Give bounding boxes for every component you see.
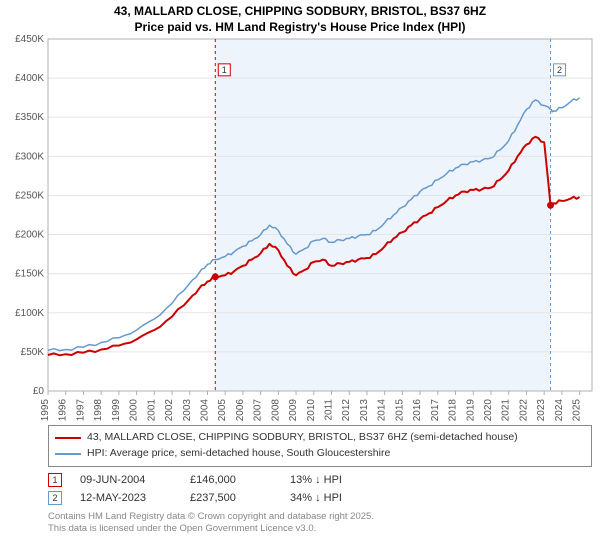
svg-text:2016: 2016 xyxy=(412,399,423,422)
svg-text:2004: 2004 xyxy=(199,399,210,422)
svg-text:2013: 2013 xyxy=(359,399,370,422)
marker-date: 09-JUN-2004 xyxy=(80,474,190,486)
credits-line1: Contains HM Land Registry data © Crown c… xyxy=(48,511,592,523)
marker-badge: 2 xyxy=(48,491,62,505)
svg-text:2024: 2024 xyxy=(554,399,565,422)
svg-text:£350K: £350K xyxy=(15,112,44,123)
marker-table: 1 09-JUN-2004 £146,000 13% ↓ HPI 2 12-MA… xyxy=(48,471,592,507)
marker-pct: 34% ↓ HPI xyxy=(290,492,410,504)
svg-text:2000: 2000 xyxy=(129,399,140,422)
legend: 43, MALLARD CLOSE, CHIPPING SODBURY, BRI… xyxy=(48,425,592,467)
svg-text:2022: 2022 xyxy=(518,399,529,422)
marker-row: 2 12-MAY-2023 £237,500 34% ↓ HPI xyxy=(48,489,592,507)
plot-svg: £0£50K£100K£150K£200K£250K£300K£350K£400… xyxy=(48,39,592,419)
svg-text:2021: 2021 xyxy=(501,399,512,422)
svg-text:2011: 2011 xyxy=(324,399,335,421)
svg-text:£0: £0 xyxy=(33,386,45,397)
svg-text:£300K: £300K xyxy=(15,152,44,163)
svg-text:£400K: £400K xyxy=(15,73,44,84)
svg-text:1996: 1996 xyxy=(58,399,69,422)
svg-text:2001: 2001 xyxy=(146,399,157,422)
title-line1: 43, MALLARD CLOSE, CHIPPING SODBURY, BRI… xyxy=(8,4,592,20)
legend-label: HPI: Average price, semi-detached house,… xyxy=(87,446,390,462)
marker-date: 12-MAY-2023 xyxy=(80,492,190,504)
svg-text:2010: 2010 xyxy=(306,399,317,422)
svg-text:2019: 2019 xyxy=(465,399,476,422)
svg-text:£100K: £100K xyxy=(15,308,44,319)
svg-text:2002: 2002 xyxy=(164,399,175,422)
svg-text:1995: 1995 xyxy=(40,399,51,422)
legend-row: 43, MALLARD CLOSE, CHIPPING SODBURY, BRI… xyxy=(55,430,585,446)
svg-text:2: 2 xyxy=(557,65,562,75)
title-block: 43, MALLARD CLOSE, CHIPPING SODBURY, BRI… xyxy=(8,4,592,35)
svg-text:2005: 2005 xyxy=(217,399,228,422)
svg-text:2014: 2014 xyxy=(377,399,388,422)
svg-text:2009: 2009 xyxy=(288,399,299,422)
marker-row: 1 09-JUN-2004 £146,000 13% ↓ HPI xyxy=(48,471,592,489)
svg-text:2003: 2003 xyxy=(182,399,193,422)
svg-text:1997: 1997 xyxy=(75,399,86,422)
legend-swatch xyxy=(55,453,81,455)
svg-text:1: 1 xyxy=(222,65,227,75)
svg-text:1998: 1998 xyxy=(93,399,104,422)
plot-area: £0£50K£100K£150K£200K£250K£300K£350K£400… xyxy=(48,39,592,419)
svg-text:2008: 2008 xyxy=(270,399,281,422)
legend-swatch xyxy=(55,437,81,439)
svg-text:1999: 1999 xyxy=(111,399,122,422)
chart-container: 43, MALLARD CLOSE, CHIPPING SODBURY, BRI… xyxy=(0,0,600,560)
svg-text:2007: 2007 xyxy=(253,399,264,422)
svg-text:2025: 2025 xyxy=(572,399,583,422)
svg-text:2018: 2018 xyxy=(448,399,459,422)
svg-text:2012: 2012 xyxy=(341,399,352,422)
marker-badge: 1 xyxy=(48,473,62,487)
legend-label: 43, MALLARD CLOSE, CHIPPING SODBURY, BRI… xyxy=(87,430,518,446)
marker-pct: 13% ↓ HPI xyxy=(290,474,410,486)
svg-text:2006: 2006 xyxy=(235,399,246,422)
svg-text:2015: 2015 xyxy=(394,399,405,422)
svg-text:2020: 2020 xyxy=(483,399,494,422)
credits-line2: This data is licensed under the Open Gov… xyxy=(48,523,592,535)
svg-text:£200K: £200K xyxy=(15,230,44,241)
credits: Contains HM Land Registry data © Crown c… xyxy=(48,511,592,536)
svg-text:£250K: £250K xyxy=(15,191,44,202)
svg-text:£50K: £50K xyxy=(21,347,45,358)
svg-text:2017: 2017 xyxy=(430,399,441,422)
marker-price: £237,500 xyxy=(190,492,290,504)
legend-row: HPI: Average price, semi-detached house,… xyxy=(55,446,585,462)
marker-price: £146,000 xyxy=(190,474,290,486)
svg-text:2023: 2023 xyxy=(536,399,547,422)
svg-text:£450K: £450K xyxy=(15,34,44,45)
title-line2: Price paid vs. HM Land Registry's House … xyxy=(8,20,592,36)
svg-text:£150K: £150K xyxy=(15,269,44,280)
